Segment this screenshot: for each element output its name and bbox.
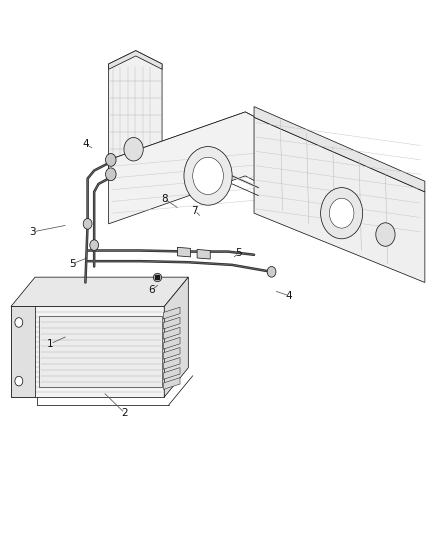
Circle shape (193, 157, 223, 195)
Text: 1: 1 (47, 339, 54, 349)
Polygon shape (109, 112, 307, 171)
Polygon shape (11, 306, 35, 397)
Polygon shape (163, 307, 180, 319)
Text: 4: 4 (82, 139, 89, 149)
Circle shape (106, 154, 116, 166)
Text: 6: 6 (148, 286, 155, 295)
Polygon shape (163, 337, 180, 349)
Text: 8: 8 (161, 194, 168, 204)
Text: 7: 7 (191, 206, 198, 215)
Polygon shape (11, 306, 164, 397)
Polygon shape (197, 249, 210, 259)
Polygon shape (163, 348, 180, 359)
Polygon shape (109, 51, 162, 69)
Circle shape (321, 188, 363, 239)
Polygon shape (177, 247, 191, 257)
Polygon shape (254, 107, 425, 192)
Text: 3: 3 (29, 227, 36, 237)
Polygon shape (39, 316, 162, 387)
Polygon shape (163, 368, 180, 379)
Text: 4: 4 (286, 291, 293, 301)
Polygon shape (164, 277, 188, 397)
Circle shape (106, 168, 116, 181)
Text: 2: 2 (121, 408, 128, 418)
Circle shape (376, 223, 395, 246)
Polygon shape (11, 277, 188, 306)
Circle shape (83, 219, 92, 229)
Polygon shape (163, 317, 180, 329)
Circle shape (329, 198, 354, 228)
Polygon shape (109, 51, 162, 172)
Text: 5: 5 (235, 248, 242, 258)
Circle shape (15, 376, 23, 386)
Polygon shape (109, 112, 307, 224)
Circle shape (124, 138, 143, 161)
Circle shape (15, 318, 23, 327)
Circle shape (184, 147, 232, 205)
Polygon shape (163, 358, 180, 369)
Polygon shape (254, 117, 425, 282)
Polygon shape (163, 327, 180, 339)
Text: 5: 5 (69, 259, 76, 269)
Circle shape (90, 240, 99, 251)
Circle shape (267, 266, 276, 277)
Polygon shape (163, 378, 180, 390)
